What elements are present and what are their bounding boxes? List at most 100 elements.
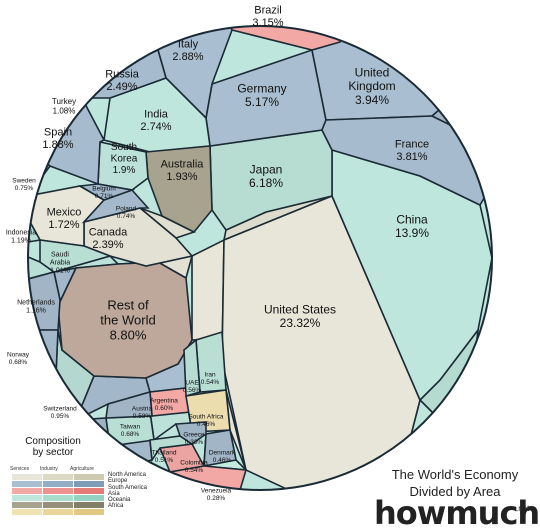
- country-name-australia: Australia: [161, 159, 205, 171]
- legend-swatch-grid: [12, 474, 105, 516]
- legend-col-industry: Industry: [40, 466, 58, 472]
- brand-logo: howmuch: [374, 494, 540, 532]
- legend-title-line1: Composition: [25, 436, 81, 447]
- legend-name-asia: Asia: [108, 490, 120, 497]
- country-share-mexico: 1.72%: [48, 219, 79, 231]
- country-share-saudi-arabia: 1.01%: [50, 268, 70, 275]
- country-name-united-states: United States: [264, 302, 336, 316]
- legend-title-line2: by sector: [32, 447, 74, 458]
- country-share-united-kingdom: 3.94%: [355, 93, 389, 107]
- country-share-japan: 6.18%: [249, 176, 283, 190]
- country-share-indonesia: 1.19%: [11, 237, 31, 244]
- country-name-thailand: Thailand: [152, 450, 177, 457]
- country-name-turkey: Turkey: [52, 97, 76, 106]
- legend-columns: Services Industry Agriculture: [10, 466, 100, 472]
- country-name-canada: Canada: [89, 227, 128, 239]
- country-share-taiwan: 0.68%: [121, 431, 140, 438]
- country-cells: [28, 26, 492, 490]
- country-share-austria: 0.58%: [133, 413, 152, 420]
- country-share-iran: 0.54%: [201, 379, 220, 386]
- legend-col-services: Services: [10, 466, 30, 472]
- cell-saudi-arabia: [39, 239, 113, 273]
- legend-row-europe: [12, 481, 105, 488]
- filler-cell-23: [28, 195, 29, 212]
- country-name-argentina: Argentina: [150, 398, 178, 405]
- cell-indonesia: [28, 194, 42, 247]
- country-name-russia: Russia: [105, 69, 140, 81]
- country-share-germany: 5.17%: [245, 95, 279, 109]
- country-name-poland: Poland: [116, 206, 137, 213]
- cell-belgium: [77, 183, 136, 201]
- cell-france: [321, 115, 491, 207]
- country-share-venezuela: 0.28%: [207, 495, 226, 502]
- country-share-south-africa: 0.46%: [197, 421, 216, 428]
- legend-name-europe: Europe: [108, 478, 128, 485]
- country-share-thailand: 0.51%: [155, 457, 174, 464]
- country-name-rest-of-the-world: Rest of the World: [100, 298, 155, 328]
- legend-row-oceania: [12, 502, 105, 509]
- country-share-switzerland: 0.95%: [51, 413, 70, 420]
- country-share-south-korea: 1.9%: [113, 165, 136, 176]
- legend-name-south-america: South America: [108, 484, 148, 491]
- country-share-china: 13.9%: [395, 226, 429, 240]
- country-name-spain: Spain: [44, 127, 72, 139]
- country-share-belgium: 0.71%: [95, 193, 114, 200]
- legend-col-agriculture: Agriculture: [70, 466, 94, 472]
- country-name-sweden: Sweden: [12, 178, 36, 185]
- legend-row-asia: [12, 495, 105, 502]
- country-share-india: 2.74%: [140, 121, 171, 133]
- legend-title: Composition by sector: [14, 436, 92, 458]
- country-name-colombia: Colombia: [180, 460, 208, 467]
- brand-much: much: [445, 494, 540, 532]
- country-name-saudi-arabia: Saudi Arabia: [50, 251, 70, 266]
- country-name-indonesia: Indonesia: [6, 229, 36, 236]
- cell-austria: [105, 390, 153, 419]
- country-share-netherlands: 1.16%: [26, 307, 46, 314]
- country-share-rest-of-the-world: 8.80%: [110, 328, 147, 343]
- country-name-japan: Japan: [250, 162, 283, 176]
- country-share-greece: 0.33%: [185, 439, 204, 446]
- country-name-norway: Norway: [7, 352, 30, 359]
- country-share-brazil: 3.15%: [252, 17, 283, 29]
- legend-name-africa: Africa: [108, 503, 124, 510]
- label-saudi-arabia: Saudi Arabia 1.01%: [50, 251, 70, 274]
- chart-title-line1: The World's Economy: [391, 467, 519, 482]
- cell-thailand: [149, 435, 195, 463]
- cell-greece: [174, 421, 207, 445]
- country-share-australia: 1.93%: [166, 171, 197, 183]
- country-share-italy: 2.88%: [172, 51, 203, 63]
- legend-region-names: North America Europe South America Asia …: [108, 472, 147, 510]
- country-share-sweden: 0.75%: [15, 185, 34, 192]
- chart-title-line2: Divided by Area: [409, 484, 501, 499]
- country-name-germany: Germany: [237, 81, 286, 95]
- country-share-argentina: 0.60%: [155, 405, 174, 412]
- legend-row-north-america: [12, 474, 105, 481]
- filler-cell-17: [28, 104, 29, 166]
- cell-brazil: [216, 26, 349, 51]
- legend-name-oceania: Oceania: [108, 497, 131, 504]
- country-share-poland: 0.74%: [117, 213, 136, 220]
- country-name-uae: UAE: [185, 380, 199, 387]
